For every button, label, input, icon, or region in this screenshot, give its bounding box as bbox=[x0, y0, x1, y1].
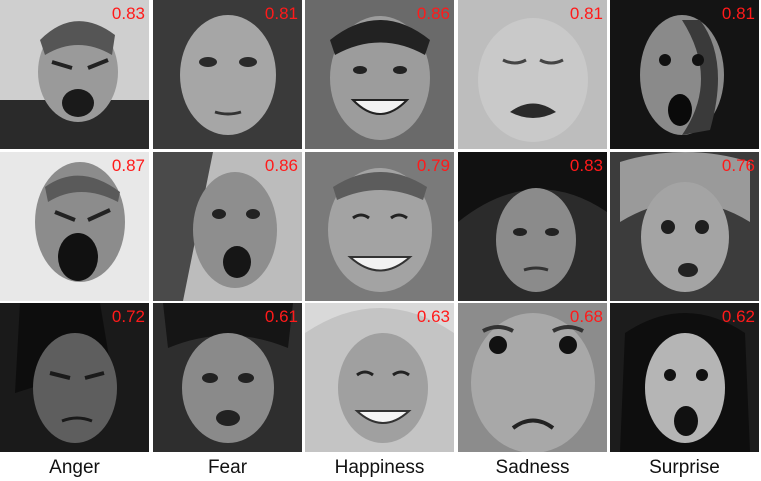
face-sadness-1: 0.81 bbox=[458, 0, 607, 149]
face-anger-2: 0.87 bbox=[0, 152, 149, 301]
fear-face-icon bbox=[153, 303, 302, 452]
anger-face-icon bbox=[0, 0, 149, 149]
anger-face-icon bbox=[0, 152, 149, 301]
confidence-score: 0.76 bbox=[721, 156, 755, 175]
confidence-score: 0.79 bbox=[416, 156, 450, 175]
confidence-score: 0.86 bbox=[416, 4, 450, 23]
face-anger-3: 0.72 bbox=[0, 303, 149, 452]
surprise-face-icon bbox=[610, 152, 759, 301]
face-fear-1: 0.81 bbox=[153, 0, 302, 149]
surprise-face-icon bbox=[610, 0, 759, 149]
sadness-face-icon bbox=[458, 152, 607, 301]
sadness-face-icon bbox=[458, 303, 607, 452]
column-label-anger: Anger bbox=[49, 457, 100, 478]
surprise-face-icon bbox=[610, 303, 759, 452]
column-label-happiness: Happiness bbox=[334, 457, 425, 478]
face-surprise-1: 0.81 bbox=[610, 0, 759, 149]
confidence-score: 0.62 bbox=[721, 307, 755, 326]
column-label-sadness: Sadness bbox=[495, 457, 570, 478]
column-label-fear: Fear bbox=[207, 457, 248, 478]
column-label-surprise: Surprise bbox=[649, 457, 720, 478]
anger-face-icon bbox=[0, 303, 149, 452]
face-sadness-3: 0.68 bbox=[458, 303, 607, 452]
face-anger-1: 0.83 bbox=[0, 0, 149, 149]
confidence-score: 0.81 bbox=[569, 4, 603, 23]
confidence-score: 0.81 bbox=[721, 4, 755, 23]
face-sadness-2: 0.83 bbox=[458, 152, 607, 301]
face-happiness-1: 0.86 bbox=[305, 0, 454, 149]
confidence-score: 0.81 bbox=[264, 4, 298, 23]
confidence-score: 0.68 bbox=[569, 307, 603, 326]
fear-face-icon bbox=[153, 152, 302, 301]
happiness-face-icon bbox=[305, 152, 454, 301]
face-fear-3: 0.61 bbox=[153, 303, 302, 452]
face-happiness-3: 0.63 bbox=[305, 303, 454, 452]
confidence-score: 0.72 bbox=[111, 307, 145, 326]
sadness-face-icon bbox=[458, 0, 607, 149]
confidence-score: 0.83 bbox=[569, 156, 603, 175]
face-happiness-2: 0.79 bbox=[305, 152, 454, 301]
face-surprise-2: 0.76 bbox=[610, 152, 759, 301]
confidence-score: 0.86 bbox=[264, 156, 298, 175]
face-surprise-3: 0.62 bbox=[610, 303, 759, 452]
confidence-score: 0.87 bbox=[111, 156, 145, 175]
confidence-score: 0.63 bbox=[416, 307, 450, 326]
face-grid: 0.83 0.87 0.72 0.81 bbox=[0, 0, 759, 452]
face-fear-2: 0.86 bbox=[153, 152, 302, 301]
confidence-score: 0.83 bbox=[111, 4, 145, 23]
happiness-face-icon bbox=[305, 303, 454, 452]
confidence-score: 0.61 bbox=[264, 307, 298, 326]
fear-face-icon bbox=[153, 0, 302, 149]
happiness-face-icon bbox=[305, 0, 454, 149]
